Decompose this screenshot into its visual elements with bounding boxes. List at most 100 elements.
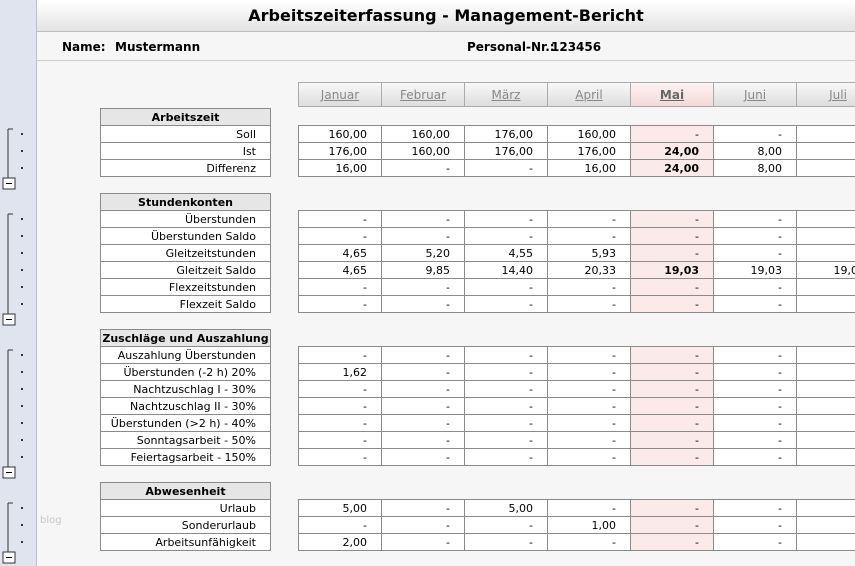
value-cell: - xyxy=(381,516,465,534)
value-cell: - xyxy=(381,431,465,449)
value-cell: - xyxy=(381,414,465,432)
row-label: Sonntagsarbeit - 50% xyxy=(100,431,271,449)
value-cell xyxy=(796,210,855,228)
value-cell: 176,00 xyxy=(547,142,631,160)
value-cell: - xyxy=(630,227,714,245)
value-cell: - xyxy=(547,210,631,228)
outline-mark xyxy=(21,507,23,509)
value-cell: - xyxy=(713,499,797,517)
value-cell: - xyxy=(298,380,382,398)
outline-mark xyxy=(21,541,23,543)
value-cell: - xyxy=(547,380,631,398)
value-cell: - xyxy=(547,448,631,466)
outline-controls xyxy=(2,128,23,564)
value-cell xyxy=(796,533,855,551)
value-cell xyxy=(796,414,855,432)
value-cell: - xyxy=(464,431,548,449)
value-cell: - xyxy=(630,244,714,262)
outline-mark xyxy=(21,269,23,271)
section-header: Arbeitszeit xyxy=(100,108,271,126)
value-cell: - xyxy=(381,533,465,551)
section-header: Zuschläge und Auszahlung xyxy=(100,329,271,347)
value-cell: 5,93 xyxy=(547,244,631,262)
outline-mark xyxy=(21,456,23,458)
row-label: Arbeitsunfähigkeit xyxy=(100,533,271,551)
row-label: Nachtzuschlag II - 30% xyxy=(100,397,271,415)
value-cell: 176,00 xyxy=(464,125,548,143)
row-label: Feiertagsarbeit - 150% xyxy=(100,448,271,466)
month-header: Juni xyxy=(713,82,797,107)
outline-mark xyxy=(21,286,23,288)
month-header: Juli xyxy=(796,82,855,107)
value-cell xyxy=(796,278,855,296)
value-cell: - xyxy=(630,516,714,534)
personnel-number: 123456 xyxy=(551,40,602,54)
value-cell: - xyxy=(298,397,382,415)
value-cell xyxy=(796,125,855,143)
value-cell: - xyxy=(630,295,714,313)
value-cell: - xyxy=(464,210,548,228)
value-cell xyxy=(796,227,855,245)
value-cell: - xyxy=(713,227,797,245)
value-cell: - xyxy=(713,533,797,551)
value-cell: - xyxy=(298,227,382,245)
outline-mark xyxy=(21,371,23,373)
report-title: Arbeitszeiterfassung - Management-Berich… xyxy=(248,6,644,25)
value-cell: - xyxy=(547,397,631,415)
value-cell: - xyxy=(381,499,465,517)
value-cell: - xyxy=(630,125,714,143)
value-cell: 176,00 xyxy=(464,142,548,160)
value-cell xyxy=(796,295,855,313)
value-cell: - xyxy=(381,448,465,466)
value-cell: - xyxy=(547,431,631,449)
value-cell: 160,00 xyxy=(547,125,631,143)
value-cell: - xyxy=(464,414,548,432)
outline-mark xyxy=(21,150,23,152)
row-label: Soll xyxy=(100,125,271,143)
value-cell: - xyxy=(298,431,382,449)
value-cell: - xyxy=(464,159,548,177)
value-cell: - xyxy=(713,516,797,534)
row-label: Überstunden xyxy=(100,210,271,228)
name-label: Name: xyxy=(62,40,106,54)
value-cell: - xyxy=(713,397,797,415)
value-cell: - xyxy=(298,414,382,432)
value-cell: 19,03 xyxy=(713,261,797,279)
value-cell: 1,62 xyxy=(298,363,382,381)
value-cell: - xyxy=(547,278,631,296)
value-cell: - xyxy=(630,278,714,296)
row-label: Urlaub xyxy=(100,499,271,517)
value-cell: 14,40 xyxy=(464,261,548,279)
value-cell: - xyxy=(298,278,382,296)
value-cell: 4,65 xyxy=(298,261,382,279)
value-cell: 19,03 xyxy=(796,261,855,279)
value-cell: - xyxy=(464,295,548,313)
value-cell: - xyxy=(381,295,465,313)
row-label: Differenz xyxy=(100,159,271,177)
value-cell: - xyxy=(381,159,465,177)
value-cell: 176,00 xyxy=(298,142,382,160)
value-cell: - xyxy=(547,295,631,313)
row-label: Überstunden (-2 h) 20% xyxy=(100,363,271,381)
value-cell: - xyxy=(630,346,714,364)
value-cell: - xyxy=(298,448,382,466)
value-cell: - xyxy=(298,210,382,228)
name-value: Mustermann xyxy=(115,40,201,54)
month-header: Februar xyxy=(381,82,465,107)
value-cell: - xyxy=(298,346,382,364)
row-label: Nachtzuschlag I - 30% xyxy=(100,380,271,398)
row-label: Flexzeitstunden xyxy=(100,278,271,296)
outline-mark xyxy=(21,439,23,441)
value-cell: - xyxy=(464,380,548,398)
row-label: Gleitzeit Saldo xyxy=(100,261,271,279)
value-cell: - xyxy=(713,210,797,228)
value-cell: - xyxy=(713,414,797,432)
value-cell: - xyxy=(713,346,797,364)
value-cell: - xyxy=(630,448,714,466)
value-cell: - xyxy=(713,244,797,262)
value-cell: - xyxy=(713,295,797,313)
value-cell: - xyxy=(713,380,797,398)
value-cell: - xyxy=(547,227,631,245)
value-cell xyxy=(796,516,855,534)
